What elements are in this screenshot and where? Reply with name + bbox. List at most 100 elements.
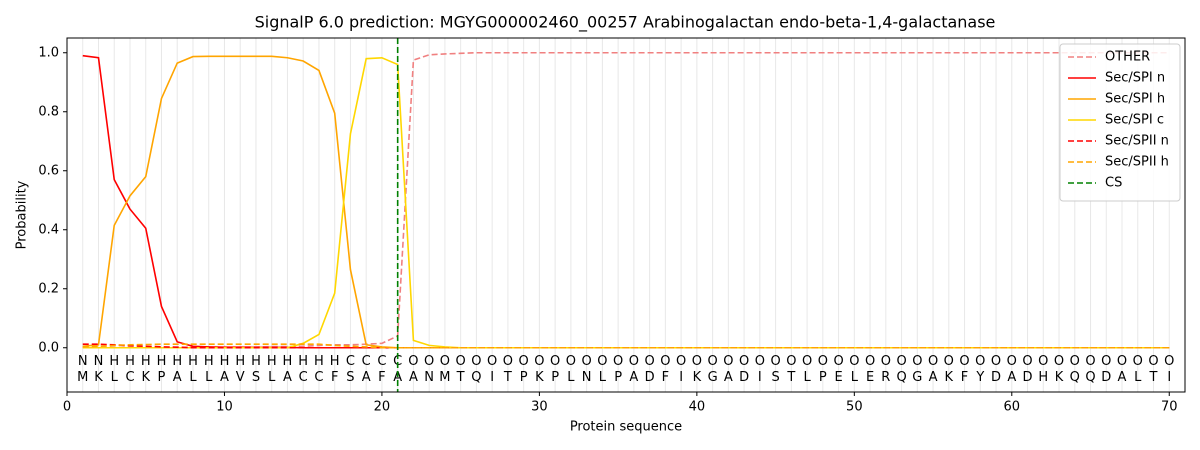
- residue-label: Y: [975, 370, 984, 385]
- region-label: O: [975, 354, 985, 369]
- region-label: H: [188, 354, 198, 369]
- residue-label: A: [283, 370, 292, 385]
- region-label: O: [1054, 354, 1064, 369]
- region-label: O: [1148, 354, 1158, 369]
- x-tick-label: 40: [689, 400, 706, 415]
- region-label: O: [503, 354, 513, 369]
- x-tick-label: 0: [63, 400, 71, 415]
- legend-label: Sec/SPI n: [1105, 71, 1165, 86]
- residue-label: A: [929, 370, 938, 385]
- region-label: O: [440, 354, 450, 369]
- region-label: O: [645, 354, 655, 369]
- residue-label: D: [1101, 370, 1111, 385]
- residue-label: M: [77, 370, 88, 385]
- region-label: O: [597, 354, 607, 369]
- region-label: O: [818, 354, 828, 369]
- residue-label: Q: [471, 370, 481, 385]
- residue-label: M: [439, 370, 450, 385]
- region-label: O: [1133, 354, 1143, 369]
- region-label: C: [346, 354, 355, 369]
- residue-label: K: [693, 370, 702, 385]
- region-label: O: [707, 354, 717, 369]
- region-label: H: [267, 354, 277, 369]
- residue-label: I: [1167, 370, 1171, 385]
- residue-label: Q: [1070, 370, 1080, 385]
- region-label: H: [141, 354, 151, 369]
- residue-label: H: [1038, 370, 1048, 385]
- region-label: O: [944, 354, 954, 369]
- residue-label: P: [551, 370, 559, 385]
- region-label: O: [1007, 354, 1017, 369]
- region-label: O: [912, 354, 922, 369]
- x-tick-label: 20: [374, 400, 391, 415]
- residue-label: K: [141, 370, 150, 385]
- region-label: C: [377, 354, 386, 369]
- residue-label: Q: [1085, 370, 1095, 385]
- region-label: C: [393, 354, 402, 369]
- residue-label: T: [786, 370, 795, 385]
- residue-label: L: [205, 370, 213, 385]
- x-tick-label: 50: [846, 400, 863, 415]
- residue-label: C: [125, 370, 134, 385]
- region-label: H: [204, 354, 214, 369]
- legend-label: Sec/SPI c: [1105, 113, 1164, 128]
- residue-label: L: [268, 370, 276, 385]
- x-tick-label: 70: [1161, 400, 1178, 415]
- region-label: O: [833, 354, 843, 369]
- region-label: O: [928, 354, 938, 369]
- residue-label: C: [314, 370, 323, 385]
- region-label: O: [1117, 354, 1127, 369]
- x-tick-label: 60: [1004, 400, 1021, 415]
- region-label: O: [613, 354, 623, 369]
- residue-label: P: [614, 370, 622, 385]
- residue-label: D: [1023, 370, 1033, 385]
- y-tick-label: 0.6: [38, 163, 59, 178]
- region-label: H: [314, 354, 324, 369]
- residue-label: T: [503, 370, 512, 385]
- region-label: O: [408, 354, 418, 369]
- residue-label: F: [331, 370, 338, 385]
- residue-label: I: [758, 370, 762, 385]
- residue-label: A: [393, 370, 402, 385]
- region-label: H: [330, 354, 340, 369]
- region-label: O: [1101, 354, 1111, 369]
- region-label: H: [109, 354, 119, 369]
- region-label: H: [283, 354, 293, 369]
- region-label: O: [1022, 354, 1032, 369]
- region-label: O: [1038, 354, 1048, 369]
- residue-label: A: [629, 370, 638, 385]
- region-label: H: [220, 354, 230, 369]
- residue-label: P: [158, 370, 166, 385]
- region-label: O: [723, 354, 733, 369]
- region-label: N: [94, 354, 104, 369]
- residue-label: R: [881, 370, 890, 385]
- residue-label: D: [739, 370, 749, 385]
- region-label: O: [550, 354, 560, 369]
- residue-label: A: [409, 370, 418, 385]
- region-label: O: [739, 354, 749, 369]
- residue-label: G: [708, 370, 718, 385]
- region-label: O: [755, 354, 765, 369]
- region-label: O: [424, 354, 434, 369]
- residue-label: A: [724, 370, 733, 385]
- x-tick-label: 30: [531, 400, 548, 415]
- region-label: H: [125, 354, 135, 369]
- residue-label: A: [1007, 370, 1016, 385]
- residue-label: L: [599, 370, 607, 385]
- region-label: H: [235, 354, 245, 369]
- residue-label: L: [803, 370, 811, 385]
- residue-label: I: [490, 370, 494, 385]
- region-label: O: [991, 354, 1001, 369]
- residue-label: V: [236, 370, 245, 385]
- region-label: O: [881, 354, 891, 369]
- y-tick-label: 0.8: [38, 104, 59, 119]
- region-label: O: [629, 354, 639, 369]
- residue-label: I: [679, 370, 683, 385]
- region-label: O: [959, 354, 969, 369]
- chart-title: SignalP 6.0 prediction: MGYG000002460_00…: [255, 13, 996, 33]
- region-label: O: [896, 354, 906, 369]
- residue-label: Q: [896, 370, 906, 385]
- region-label: O: [534, 354, 544, 369]
